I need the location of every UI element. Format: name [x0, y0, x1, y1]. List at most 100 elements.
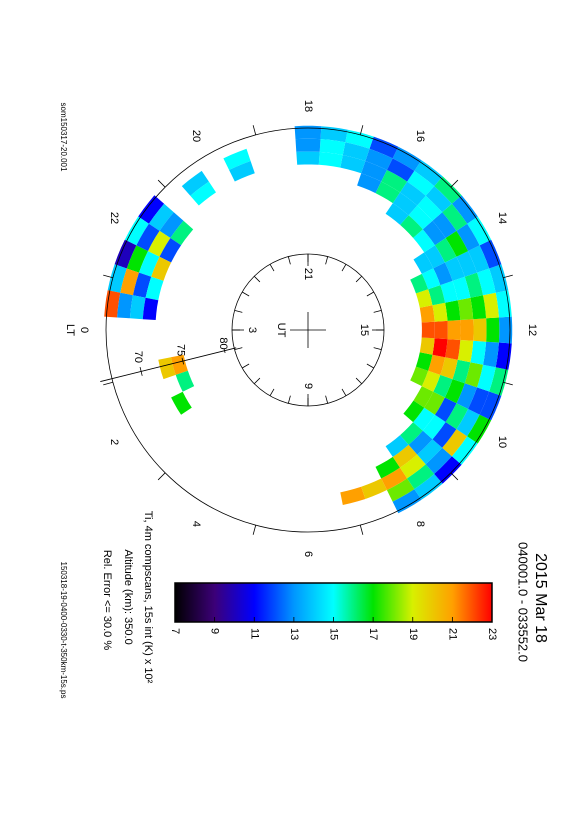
- cell: [319, 139, 346, 155]
- cell: [477, 268, 496, 296]
- ut-minor-tick: [366, 291, 375, 297]
- ut-minor-tick: [241, 363, 250, 369]
- ut-minor-tick: [234, 309, 243, 313]
- cell: [223, 148, 251, 170]
- cell: [419, 305, 435, 323]
- cell: [444, 379, 465, 404]
- cell: [104, 290, 121, 318]
- minor-tick: [252, 525, 257, 535]
- cell: [417, 195, 443, 221]
- cell: [489, 367, 509, 396]
- cell: [158, 357, 176, 380]
- cell: [456, 408, 480, 437]
- cell: [126, 245, 148, 273]
- cell: [434, 320, 448, 340]
- cell: [467, 216, 492, 246]
- cell: [410, 273, 429, 294]
- cell: [148, 203, 174, 231]
- cell: [456, 251, 477, 277]
- minor-tick: [450, 179, 459, 188]
- ut-minor-tick: [373, 309, 382, 313]
- cell: [365, 148, 393, 170]
- cell: [434, 456, 462, 484]
- cell: [479, 391, 502, 421]
- error-label: Rel. Error <= 30.0 %: [101, 550, 113, 650]
- cell: [171, 391, 192, 415]
- cell: [457, 340, 474, 363]
- ut-minor-tick: [355, 377, 363, 385]
- cell: [433, 262, 453, 286]
- ut-minor-tick: [287, 395, 291, 404]
- lat-tick-label: 75: [175, 344, 187, 356]
- cell: [375, 456, 400, 479]
- cell: [369, 136, 399, 159]
- cell: [345, 129, 374, 149]
- ut-minor-tick: [269, 263, 275, 272]
- cell: [320, 126, 348, 143]
- cell: [452, 276, 471, 301]
- cell: [415, 289, 433, 308]
- cell: [428, 285, 446, 306]
- ut-minor-tick: [253, 377, 261, 385]
- cell: [159, 238, 182, 263]
- cell: [408, 430, 433, 455]
- minor-tick: [503, 274, 513, 279]
- minor-tick: [359, 525, 364, 535]
- cell: [136, 223, 160, 252]
- cell: [486, 317, 500, 343]
- minor-tick: [503, 381, 513, 386]
- source-label: som150317-20.001: [59, 103, 68, 172]
- plot-area: 2015 Mar 18 040001.0 - 033552.0 Ti, 4m c…: [59, 100, 549, 699]
- lt-tick-label: 4: [190, 521, 202, 527]
- ut-tick-label: 15: [358, 324, 370, 336]
- altitude-label: Altitude (km): 350.0: [122, 549, 134, 644]
- ut-tick-label: 9: [302, 383, 314, 389]
- cell: [432, 338, 448, 358]
- lt-tick-label: 14: [496, 212, 508, 224]
- cell: [428, 354, 446, 375]
- cell: [498, 316, 513, 344]
- ut-minor-tick: [366, 363, 375, 369]
- cell: [385, 435, 409, 457]
- cell: [190, 181, 216, 206]
- lat-tick-label: 80: [217, 337, 229, 349]
- cell: [447, 320, 461, 340]
- cell: [495, 342, 512, 370]
- lat-tick: [223, 348, 226, 354]
- lt-tick-label: 6: [302, 551, 314, 557]
- cell: [442, 429, 468, 457]
- cell: [229, 161, 255, 182]
- lt-tick-label: 18: [302, 100, 314, 112]
- lt-tick-label: 2: [108, 439, 120, 445]
- cell: [422, 220, 446, 246]
- colorbar-tick-label: 9: [209, 628, 221, 634]
- lat-tick: [139, 366, 143, 376]
- cell: [460, 319, 474, 341]
- cell: [417, 439, 443, 465]
- cell: [381, 467, 408, 490]
- ut-minor-tick: [325, 256, 329, 265]
- cell: [457, 297, 474, 320]
- cell: [381, 170, 408, 193]
- cell: [386, 478, 415, 502]
- colorbar-tick-label: 21: [446, 628, 458, 640]
- ut-minor-tick: [253, 275, 261, 283]
- cell: [489, 264, 509, 293]
- cell: [456, 223, 480, 252]
- cell: [124, 216, 149, 246]
- cell: [444, 256, 465, 281]
- lat-tick: [181, 357, 185, 365]
- cell: [483, 292, 499, 319]
- cell: [425, 186, 452, 213]
- cell: [421, 370, 441, 392]
- cell: [445, 403, 468, 430]
- ut-minor-tick: [269, 388, 275, 397]
- cell: [400, 422, 423, 445]
- cell: [120, 268, 139, 296]
- cell: [392, 146, 422, 171]
- cell: [432, 212, 457, 238]
- cell: [440, 357, 458, 380]
- lt-tick-label: 12: [526, 324, 538, 336]
- cell: [483, 341, 499, 368]
